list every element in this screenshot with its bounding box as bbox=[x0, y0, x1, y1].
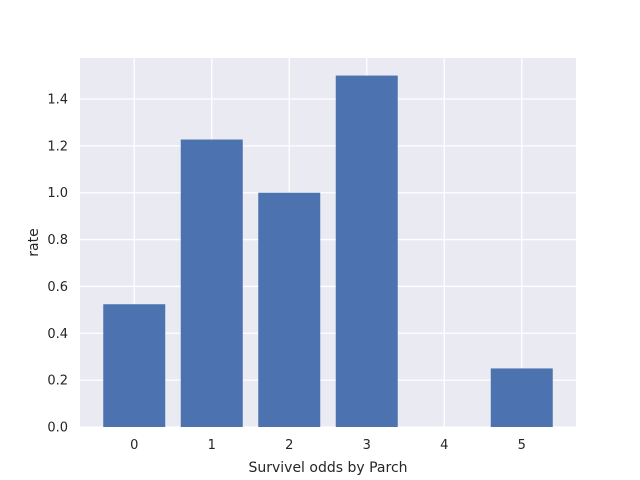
x-axis-label: Survivel odds by Parch bbox=[248, 460, 407, 476]
y-tick-label: 0.6 bbox=[47, 280, 68, 295]
bar-3 bbox=[335, 75, 398, 428]
bar-1 bbox=[180, 139, 243, 427]
bars bbox=[103, 75, 553, 428]
x-tick-label: 3 bbox=[363, 438, 371, 453]
y-axis-label: rate bbox=[26, 228, 42, 256]
y-tick-label: 0.0 bbox=[47, 421, 68, 436]
x-tick-label: 0 bbox=[130, 438, 138, 453]
y-tick-label: 1.2 bbox=[47, 139, 68, 154]
x-tick-label: 2 bbox=[285, 438, 293, 453]
bar-0 bbox=[103, 304, 166, 427]
y-tick-label: 0.8 bbox=[47, 233, 68, 248]
y-tick-label: 0.4 bbox=[47, 327, 68, 342]
x-tick-label: 4 bbox=[440, 438, 448, 453]
y-tick-labels: 0.0 0.2 0.4 0.6 0.8 1.0 1.2 1.4 bbox=[47, 93, 68, 436]
y-tick-label: 1.4 bbox=[47, 93, 68, 108]
bar-2 bbox=[258, 192, 321, 427]
x-tick-label: 1 bbox=[208, 438, 216, 453]
y-tick-label: 0.2 bbox=[47, 374, 68, 389]
x-tick-labels: 0 1 2 3 4 5 bbox=[130, 438, 526, 453]
bar-5 bbox=[490, 368, 553, 427]
y-tick-label: 1.0 bbox=[47, 186, 68, 201]
x-tick-label: 5 bbox=[518, 438, 526, 453]
